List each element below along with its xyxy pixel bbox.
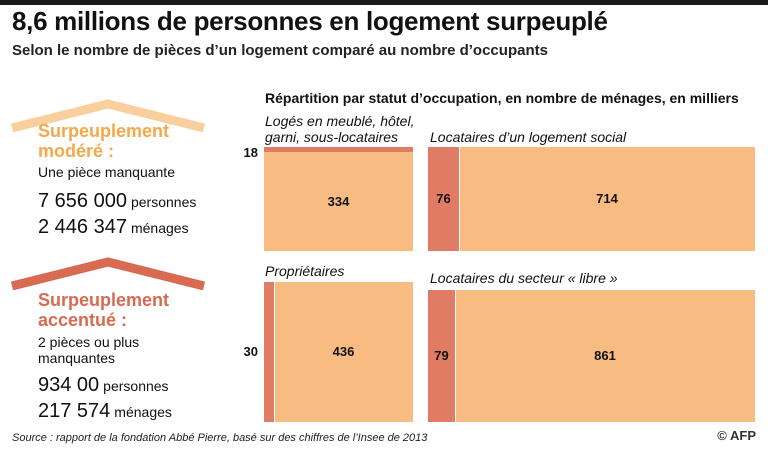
section-title: Répartition par statut d’occupation, en … [265,90,739,106]
bar-segment-modere [264,152,413,251]
category-severe-title-line2: accentué : [38,310,128,330]
source-note: Source : rapport de la fondation Abbé Pi… [12,432,428,444]
persons-unit: personnes [130,194,197,210]
households-unit: ménages [114,404,172,420]
category-severe-desc-line1: 2 pièces ou plus [38,334,140,350]
bar-segment-modere [275,282,413,422]
panel-label-furnished-line1: Logés en meublé, hôtel, [265,113,415,129]
category-severe-households: 217 574 ménages [38,400,172,423]
category-moderate-desc: Une pièce manquante [38,164,175,180]
value-label-accentue: 30 [243,344,258,359]
category-severe-title: Surpeuplement accentué : [38,290,169,330]
value-label-modere: 436 [332,344,355,359]
category-moderate-title-line1: Surpeuplement [38,121,170,141]
bar-segment-modere [460,147,755,251]
panel-label-furnished: Logés en meublé, hôtel, garni, sous-loca… [265,113,414,145]
households-value: 217 574 [38,400,111,422]
bar-segment-accentue [264,282,274,422]
panel-label-private: Locataires du secteur « libre » [430,270,618,286]
chart-subtitle: Selon le nombre de pièces d’un logement … [12,42,548,59]
house-roof-icon-moderate [10,99,206,132]
category-moderate-title-line2: modéré : [38,141,115,161]
panel-label-furnished-line2: garni, sous-locataires [265,129,399,145]
value-label-accentue: 18 [243,145,258,160]
bar-segment-accentue [428,147,459,251]
bar-segment-accentue [428,290,455,422]
bar-segment-modere [456,290,755,422]
value-label-accentue: 76 [436,191,451,206]
persons-value: 934 00 [38,374,100,396]
category-moderate-households: 2 446 347 ménages [38,216,189,239]
households-value: 2 446 347 [38,216,127,238]
category-severe-desc: 2 pièces ou plus manquantes [38,334,139,366]
afp-logo: © AFP [717,428,756,443]
category-severe-desc-line2: manquantes [38,350,116,366]
category-severe-persons: 934 00 personnes [38,374,169,397]
value-label-modere: 861 [594,348,616,363]
persons-unit: personnes [103,378,169,394]
category-moderate-title: Surpeuplement modéré : [38,121,169,161]
bar-segment-accentue [264,147,413,152]
value-label-modere: 334 [327,193,350,209]
households-unit: ménages [130,220,189,236]
chart-title: 8,6 millions de personnes en logement su… [12,6,608,36]
value-label-modere: 714 [596,191,618,206]
category-moderate-persons: 7 656 000 personnes [38,190,196,213]
panel-label-social: Locataires d’un logement social [430,129,627,145]
value-label-accentue: 79 [434,348,449,363]
category-severe-title-line1: Surpeuplement [38,290,170,310]
persons-value: 7 656 000 [38,190,127,212]
top-bar [0,0,768,5]
house-roof-icon-severe [10,257,206,290]
panel-label-owners: Propriétaires [265,263,345,279]
